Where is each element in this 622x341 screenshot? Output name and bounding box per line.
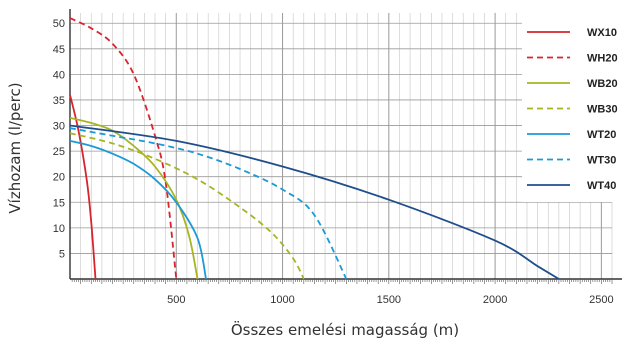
y-tick-label: 5 (59, 248, 65, 260)
x-tick-label: 2500 (589, 294, 613, 306)
tick-labels: 5 10 15 20 25 30 35 40 45 50 500 1000 1500 2000 2500 (53, 18, 614, 306)
legend-label: WB30 (587, 104, 618, 116)
legend-label: WB20 (587, 78, 618, 90)
legend: WX10 WH20 WB20 WB30 WT20 WT30 WT40 (527, 27, 618, 192)
series-line-wb20 (69, 117, 199, 280)
series-line-wb30 (69, 132, 305, 280)
y-tick-label: 50 (53, 18, 65, 30)
series-lines (69, 17, 560, 280)
y-tick-label: 30 (53, 121, 65, 133)
x-axis-label: Összes emelési magasság (m) (231, 320, 459, 339)
axes (69, 9, 622, 284)
x-tick-label: 1500 (377, 294, 401, 306)
grid (70, 13, 613, 279)
y-tick-label: 45 (53, 44, 65, 56)
legend-label: WH20 (587, 53, 618, 65)
x-tick-label: 500 (167, 294, 185, 306)
series-line-wh20 (69, 17, 178, 280)
y-tick-label: 15 (53, 197, 65, 209)
y-tick-label: 20 (53, 172, 65, 184)
series-line-wx10 (69, 94, 97, 280)
legend-label: WT40 (587, 180, 616, 192)
y-tick-label: 25 (53, 146, 65, 158)
y-tick-label: 40 (53, 69, 65, 81)
y-tick-label: 10 (53, 223, 65, 235)
legend-background (522, 12, 622, 202)
series-line-wt40 (69, 124, 560, 280)
y-tick-label: 35 (53, 95, 65, 107)
legend-label: WT20 (587, 129, 616, 141)
series-line-wt20 (69, 140, 207, 280)
legend-label: WX10 (587, 27, 617, 39)
x-tick-label: 2000 (483, 294, 507, 306)
x-tick-label: 1000 (270, 294, 294, 306)
series-line-wt30 (69, 127, 348, 280)
y-axis-label: Vízhozam (l/perc) (6, 82, 24, 213)
legend-label: WT30 (587, 155, 616, 167)
